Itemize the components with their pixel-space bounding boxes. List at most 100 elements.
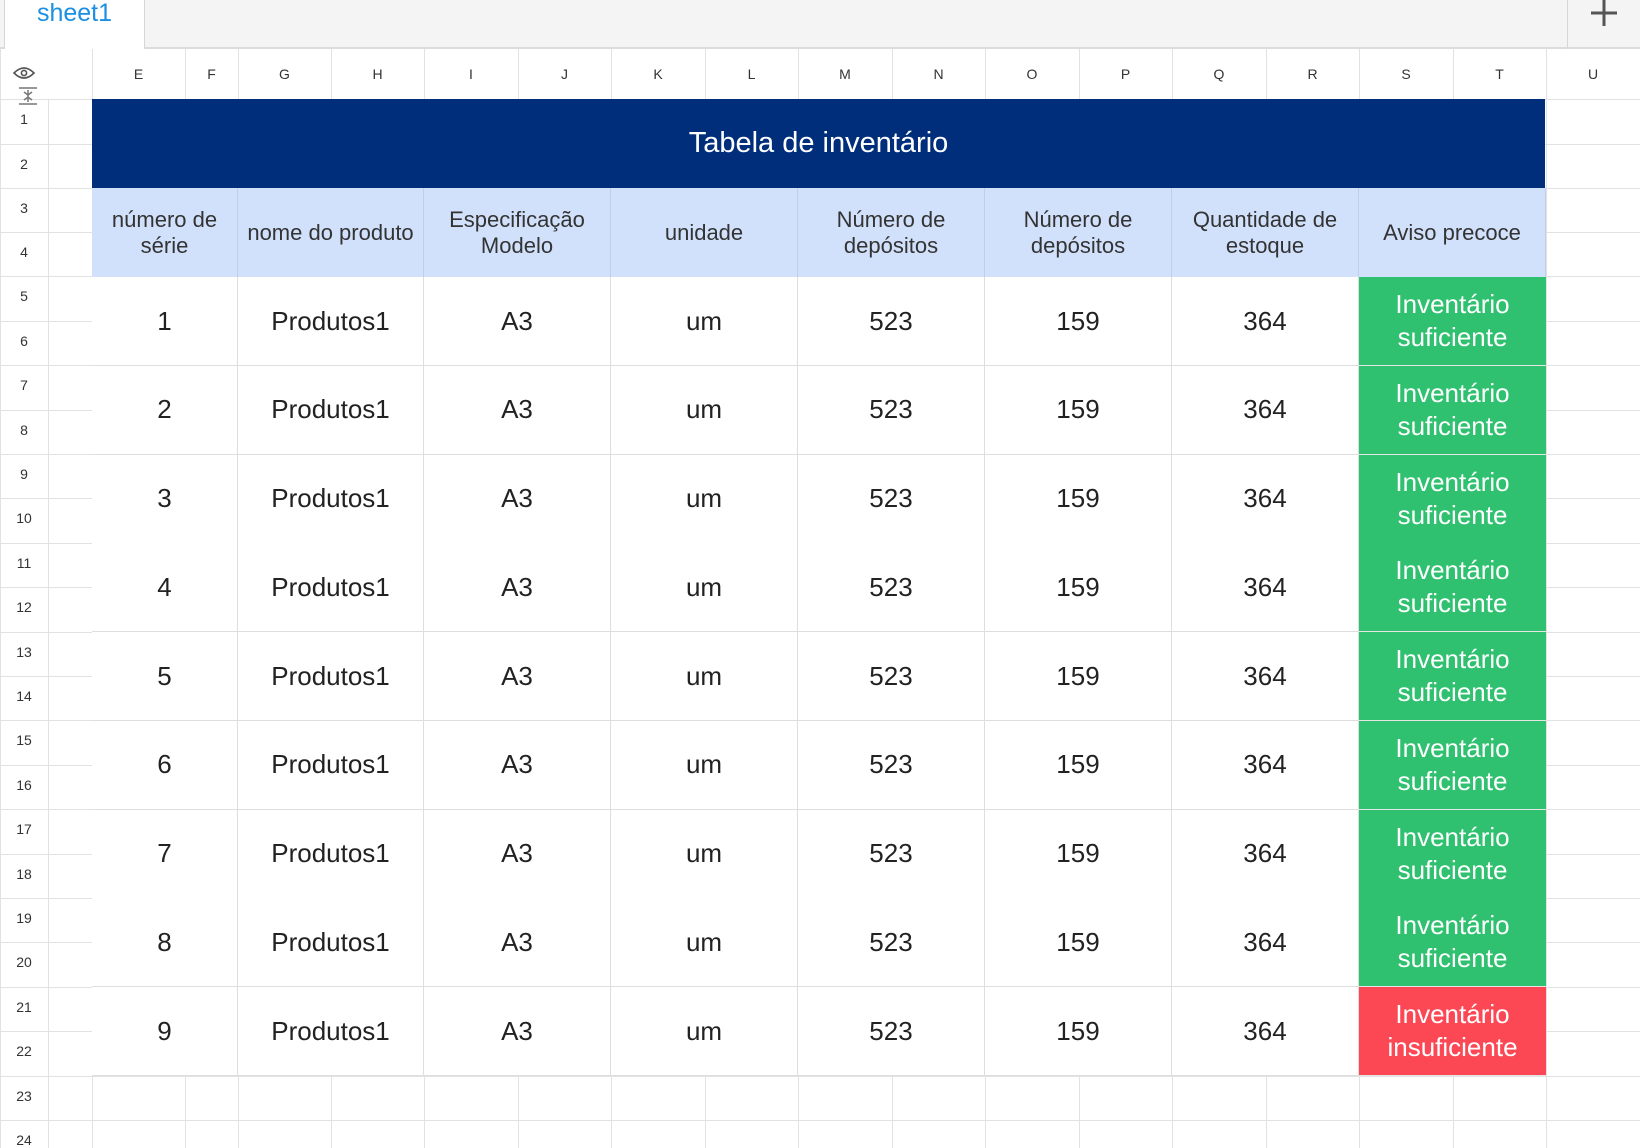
cell-deposits-2[interactable]: 159: [985, 277, 1172, 366]
warning-badge[interactable]: Inventário suficiente: [1359, 454, 1546, 544]
cell-model[interactable]: A3: [424, 898, 611, 988]
column-header-e[interactable]: E: [133, 66, 144, 82]
add-sheet-button[interactable]: [1567, 0, 1640, 49]
column-header-k[interactable]: K: [653, 66, 663, 82]
freeze-rows-icon[interactable]: [17, 87, 39, 105]
warning-badge[interactable]: Inventário suficiente: [1359, 809, 1546, 899]
cell-unit[interactable]: um: [611, 987, 798, 1076]
cell-unit[interactable]: um: [611, 454, 798, 544]
cell-stock[interactable]: 364: [1172, 632, 1359, 721]
header-early-warning[interactable]: Aviso precoce: [1359, 188, 1546, 277]
row-header-11[interactable]: 11: [16, 555, 32, 571]
warning-badge[interactable]: Inventário suficiente: [1359, 365, 1546, 455]
row-header-19[interactable]: 19: [16, 910, 32, 926]
cell-deposits-2[interactable]: 159: [985, 809, 1172, 899]
cell-serial[interactable]: 3: [92, 454, 238, 544]
warning-badge[interactable]: Inventário suficiente: [1359, 277, 1546, 366]
column-header-m[interactable]: M: [839, 66, 851, 82]
cell-deposits-1[interactable]: 523: [798, 809, 985, 899]
cell-model[interactable]: A3: [424, 543, 611, 633]
cell-model[interactable]: A3: [424, 454, 611, 544]
cell-serial[interactable]: 5: [92, 632, 238, 721]
cell-deposits-1[interactable]: 523: [798, 632, 985, 721]
warning-badge[interactable]: Inventário suficiente: [1359, 543, 1546, 633]
row-header-9[interactable]: 9: [20, 466, 28, 482]
cell-model[interactable]: A3: [424, 809, 611, 899]
cell-serial[interactable]: 6: [92, 720, 238, 810]
cell-unit[interactable]: um: [611, 632, 798, 721]
cell-product-name[interactable]: Produtos1: [238, 809, 424, 899]
header-serial-number[interactable]: número de série: [92, 188, 238, 277]
cell-stock[interactable]: 364: [1172, 720, 1359, 810]
cell-deposits-1[interactable]: 523: [798, 454, 985, 544]
cell-model[interactable]: A3: [424, 277, 611, 366]
cell-stock[interactable]: 364: [1172, 454, 1359, 544]
cell-product-name[interactable]: Produtos1: [238, 277, 424, 366]
column-header-u[interactable]: U: [1587, 66, 1599, 82]
column-header-o[interactable]: O: [1026, 66, 1038, 82]
cell-product-name[interactable]: Produtos1: [238, 454, 424, 544]
cell-deposits-2[interactable]: 159: [985, 632, 1172, 721]
cell-serial[interactable]: 1: [92, 277, 238, 366]
cell-deposits-2[interactable]: 159: [985, 987, 1172, 1076]
column-header-f[interactable]: F: [207, 66, 216, 82]
cell-model[interactable]: A3: [424, 720, 611, 810]
row-header-18[interactable]: 18: [16, 866, 32, 882]
row-header-22[interactable]: 22: [16, 1043, 32, 1059]
row-header-5[interactable]: 5: [20, 288, 28, 304]
row-header-13[interactable]: 13: [16, 644, 32, 660]
cell-deposits-2[interactable]: 159: [985, 543, 1172, 633]
header-specification-model[interactable]: Especificação Modelo: [424, 188, 611, 277]
column-header-q[interactable]: Q: [1213, 66, 1225, 82]
column-header-n[interactable]: N: [933, 66, 944, 82]
table-title[interactable]: Tabela de inventário: [92, 99, 1545, 188]
cell-unit[interactable]: um: [611, 277, 798, 366]
eye-icon[interactable]: [13, 66, 35, 80]
cell-serial[interactable]: 7: [92, 809, 238, 899]
row-header-21[interactable]: 21: [16, 999, 32, 1015]
cell-unit[interactable]: um: [611, 720, 798, 810]
cell-model[interactable]: A3: [424, 987, 611, 1076]
warning-badge[interactable]: Inventário suficiente: [1359, 632, 1546, 721]
header-deposits-2[interactable]: Número de depósitos: [985, 188, 1172, 277]
cell-serial[interactable]: 2: [92, 365, 238, 455]
row-header-10[interactable]: 10: [16, 510, 32, 526]
header-product-name[interactable]: nome do produto: [238, 188, 424, 277]
cell-serial[interactable]: 9: [92, 987, 238, 1076]
cell-unit[interactable]: um: [611, 898, 798, 988]
cell-deposits-1[interactable]: 523: [798, 365, 985, 455]
cell-deposits-1[interactable]: 523: [798, 720, 985, 810]
cell-unit[interactable]: um: [611, 809, 798, 899]
cell-product-name[interactable]: Produtos1: [238, 720, 424, 810]
row-header-7[interactable]: 7: [20, 377, 28, 393]
column-header-i[interactable]: I: [469, 66, 473, 82]
cell-unit[interactable]: um: [611, 543, 798, 633]
row-header-2[interactable]: 2: [20, 156, 28, 172]
row-header-8[interactable]: 8: [20, 422, 28, 438]
column-header-r[interactable]: R: [1307, 66, 1318, 82]
cell-unit[interactable]: um: [611, 365, 798, 455]
cell-stock[interactable]: 364: [1172, 809, 1359, 899]
cell-deposits-2[interactable]: 159: [985, 720, 1172, 810]
cell-product-name[interactable]: Produtos1: [238, 987, 424, 1076]
header-stock-quantity[interactable]: Quantidade de estoque: [1172, 188, 1359, 277]
cell-deposits-2[interactable]: 159: [985, 365, 1172, 455]
cell-product-name[interactable]: Produtos1: [238, 898, 424, 988]
cell-product-name[interactable]: Produtos1: [238, 543, 424, 633]
row-header-17[interactable]: 17: [16, 821, 32, 837]
cell-serial[interactable]: 8: [92, 898, 238, 988]
cell-deposits-1[interactable]: 523: [798, 543, 985, 633]
row-header-15[interactable]: 15: [16, 732, 32, 748]
column-header-s[interactable]: S: [1401, 66, 1411, 82]
header-unit[interactable]: unidade: [611, 188, 798, 277]
cell-deposits-2[interactable]: 159: [985, 454, 1172, 544]
column-header-t[interactable]: T: [1495, 66, 1504, 82]
column-header-j[interactable]: J: [561, 66, 568, 82]
tab-sheet1[interactable]: sheet1: [4, 0, 145, 49]
column-header-h[interactable]: H: [372, 66, 383, 82]
row-header-1[interactable]: 1: [20, 111, 28, 127]
column-header-p[interactable]: P: [1120, 66, 1131, 82]
column-header-l[interactable]: L: [747, 66, 756, 82]
cell-product-name[interactable]: Produtos1: [238, 365, 424, 455]
